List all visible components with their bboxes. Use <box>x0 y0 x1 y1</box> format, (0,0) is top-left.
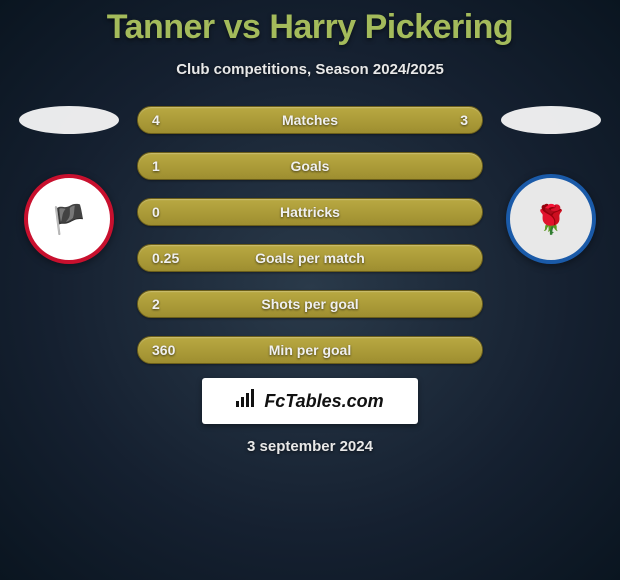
stat-left-value: 0 <box>152 204 192 220</box>
left-player-photo <box>19 106 119 134</box>
right-player-photo <box>501 106 601 134</box>
stat-row-shots-per-goal: 2 Shots per goal <box>137 290 483 318</box>
stat-label: Goals <box>291 158 330 174</box>
stat-left-value: 0.25 <box>152 250 192 266</box>
comparison-card: Tanner vs Harry Pickering Club competiti… <box>0 0 620 455</box>
stat-row-min-per-goal: 360 Min per goal <box>137 336 483 364</box>
stat-label: Shots per goal <box>261 296 358 312</box>
stat-row-goals: 1 Goals <box>137 152 483 180</box>
watermark-text: FcTables.com <box>264 391 383 412</box>
date-label: 3 september 2024 <box>247 438 373 455</box>
stat-row-matches: 4 Matches 3 <box>137 106 483 134</box>
left-player-column: 🏴 <box>19 106 119 264</box>
chart-icon <box>236 389 258 413</box>
page-title: Tanner vs Harry Pickering <box>107 8 513 47</box>
stats-column: 4 Matches 3 1 Goals 0 Hattricks 0.25 Goa… <box>137 106 483 364</box>
stat-label: Matches <box>282 112 338 128</box>
left-club-badge: 🏴 <box>24 174 114 264</box>
page-subtitle: Club competitions, Season 2024/2025 <box>176 61 444 78</box>
rose-icon: 🌹 <box>534 203 569 236</box>
stat-label: Min per goal <box>269 342 351 358</box>
stat-label: Hattricks <box>280 204 340 220</box>
body-row: 🏴 4 Matches 3 1 Goals 0 Hattricks 0.25 G… <box>0 106 620 364</box>
right-player-column: 🌹 <box>501 106 601 264</box>
watermark-badge[interactable]: FcTables.com <box>202 378 418 424</box>
stat-left-value: 360 <box>152 342 192 358</box>
stat-left-value: 1 <box>152 158 192 174</box>
stat-label: Goals per match <box>255 250 365 266</box>
right-club-badge: 🌹 <box>506 174 596 264</box>
stat-row-goals-per-match: 0.25 Goals per match <box>137 244 483 272</box>
stat-right-value: 3 <box>428 112 468 128</box>
stat-row-hattricks: 0 Hattricks <box>137 198 483 226</box>
stat-left-value: 2 <box>152 296 192 312</box>
stat-left-value: 4 <box>152 112 192 128</box>
shield-icon: 🏴 <box>52 203 87 236</box>
